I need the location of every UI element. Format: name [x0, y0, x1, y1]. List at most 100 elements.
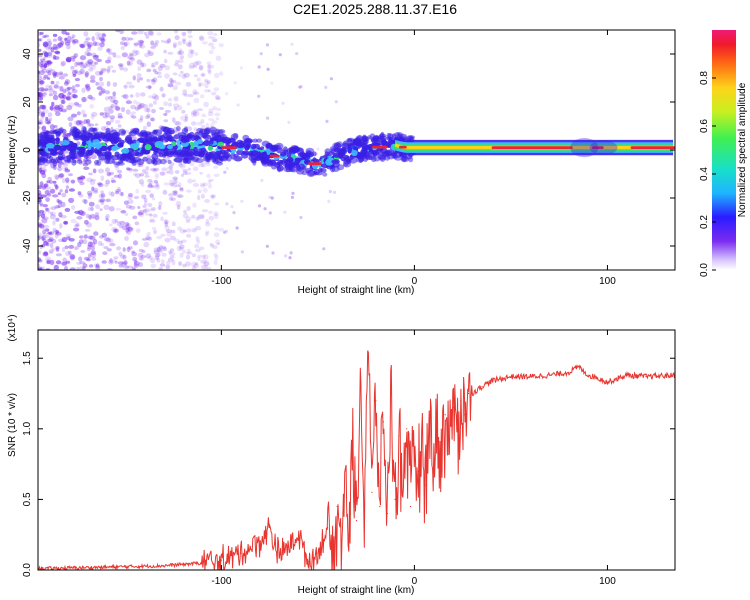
band-blob [279, 160, 284, 165]
noise-dot [163, 119, 169, 123]
noise-dot [172, 117, 176, 123]
band-blob [357, 156, 365, 162]
noise-dot [199, 171, 203, 175]
noise-dot [177, 194, 184, 199]
noise-dot [181, 109, 186, 114]
noise-dot [114, 218, 119, 223]
noise-dot [72, 73, 77, 77]
band-blob [166, 144, 173, 150]
noise-dot [68, 122, 73, 128]
noise-dot [150, 208, 156, 212]
noise-dot [114, 106, 120, 111]
snr-panel: -100 0 100 0.0 0.5 1.0 1.5 Height of straight… [7, 314, 676, 596]
noise-dot [122, 265, 129, 269]
noise-dot [108, 171, 115, 176]
noise-dot [299, 84, 303, 89]
noise-dot [41, 125, 47, 132]
noise-dot [158, 205, 162, 211]
noise-dot [86, 177, 93, 183]
noise-dot [200, 184, 206, 188]
noise-dot [154, 40, 159, 44]
colorbar-tick-label: 0.2 [699, 215, 710, 229]
noise-dot [88, 61, 93, 66]
noise-dot [177, 64, 183, 70]
noise-dot [174, 184, 181, 188]
noise-dot [151, 62, 155, 67]
noise-dot [263, 207, 267, 211]
noise-dot [126, 99, 130, 104]
noise-dot [115, 189, 122, 193]
noise-dot [64, 37, 68, 44]
band-blob [208, 139, 214, 145]
noise-dot [42, 92, 48, 96]
noise-dot [100, 190, 104, 194]
band-blob [245, 144, 251, 149]
noise-dot [105, 179, 111, 185]
noise-dot [87, 253, 92, 259]
noise-dot [174, 30, 179, 34]
noise-dot [157, 252, 161, 257]
band-blob [152, 129, 158, 135]
band-blob [351, 149, 358, 157]
y-tick-label: 1.5 [22, 351, 33, 365]
noise-dot [266, 116, 270, 120]
noise-dot [60, 215, 67, 219]
noise-dot [198, 82, 202, 88]
band-blob [261, 157, 270, 165]
snr-point [201, 562, 203, 564]
noise-dot [183, 119, 188, 123]
band-blob [49, 156, 53, 161]
noise-dot [65, 32, 70, 36]
noise-dot [55, 247, 60, 252]
noise-dot [127, 265, 134, 269]
noise-dot [232, 211, 236, 215]
snr-point [348, 534, 350, 536]
noise-dot [98, 81, 105, 87]
noise-dot [192, 89, 198, 95]
noise-dot [65, 233, 72, 239]
noise-dot [186, 206, 191, 211]
noise-dot [68, 188, 75, 192]
noise-dot [85, 60, 92, 66]
noise-dot [210, 244, 215, 248]
noise-dot [51, 211, 56, 217]
noise-dot [57, 200, 63, 205]
band-blob [78, 147, 86, 155]
noise-dot [80, 250, 86, 253]
noise-dot [155, 183, 160, 188]
band-core [592, 146, 604, 149]
noise-dot [184, 114, 188, 119]
noise-dot [71, 89, 78, 94]
noise-dot [103, 246, 109, 250]
noise-dot [127, 192, 134, 197]
noise-dot [204, 84, 209, 89]
band-blob [139, 136, 144, 144]
noise-dot [75, 61, 81, 66]
band-blob [209, 126, 217, 134]
noise-dot [83, 256, 90, 261]
noise-dot [167, 51, 174, 55]
noise-dot [45, 197, 50, 203]
noise-dot [110, 177, 115, 183]
band-blob [207, 145, 214, 151]
noise-dot [117, 261, 124, 265]
noise-dot [132, 75, 136, 81]
noise-dot [171, 229, 176, 234]
band-blob [92, 138, 100, 146]
noise-dot [38, 111, 41, 117]
noise-dot [328, 189, 332, 194]
band-blob [342, 154, 350, 159]
noise-dot [139, 40, 145, 44]
noise-dot [126, 56, 133, 60]
noise-dot [110, 104, 115, 109]
band-core [221, 146, 237, 149]
noise-dot [131, 266, 136, 270]
noise-dot [157, 75, 163, 78]
noise-dot [52, 180, 57, 184]
noise-dot [82, 266, 86, 270]
noise-dot [191, 228, 197, 233]
noise-dot [87, 244, 92, 249]
noise-dot [195, 60, 202, 65]
snr-point [371, 491, 373, 493]
band-blob [144, 150, 150, 155]
